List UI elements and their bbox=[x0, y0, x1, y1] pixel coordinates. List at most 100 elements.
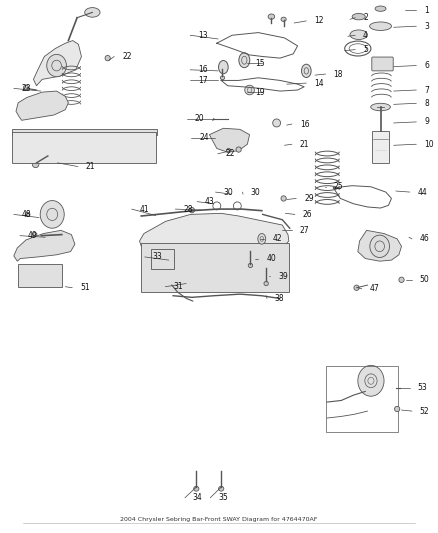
Text: 30: 30 bbox=[223, 188, 233, 197]
Polygon shape bbox=[209, 128, 250, 152]
Text: 52: 52 bbox=[420, 407, 430, 416]
Text: 7: 7 bbox=[424, 85, 429, 94]
Text: 25: 25 bbox=[333, 182, 343, 191]
Ellipse shape bbox=[219, 61, 228, 74]
Bar bbox=[18, 264, 62, 287]
Ellipse shape bbox=[268, 14, 275, 19]
Ellipse shape bbox=[236, 147, 241, 152]
Text: 1: 1 bbox=[424, 6, 429, 15]
Text: 8: 8 bbox=[424, 99, 429, 108]
Text: 50: 50 bbox=[420, 275, 430, 284]
Text: 24: 24 bbox=[199, 133, 209, 142]
Text: 51: 51 bbox=[80, 283, 90, 292]
Text: 44: 44 bbox=[418, 188, 427, 197]
Text: 42: 42 bbox=[272, 235, 282, 244]
Ellipse shape bbox=[281, 17, 286, 21]
Ellipse shape bbox=[239, 53, 250, 68]
Ellipse shape bbox=[189, 207, 194, 213]
Ellipse shape bbox=[47, 54, 67, 77]
Ellipse shape bbox=[226, 149, 231, 153]
Ellipse shape bbox=[281, 196, 286, 201]
Text: 39: 39 bbox=[278, 272, 288, 280]
Text: 49: 49 bbox=[28, 231, 38, 240]
Text: 16: 16 bbox=[198, 66, 208, 74]
Ellipse shape bbox=[32, 161, 39, 167]
Text: 17: 17 bbox=[198, 76, 208, 85]
Text: 22: 22 bbox=[122, 52, 131, 61]
Text: 21: 21 bbox=[300, 140, 309, 149]
Text: 34: 34 bbox=[193, 493, 202, 502]
Text: 35: 35 bbox=[218, 493, 228, 502]
FancyBboxPatch shape bbox=[372, 57, 393, 71]
Ellipse shape bbox=[248, 263, 253, 268]
Polygon shape bbox=[16, 91, 68, 120]
Ellipse shape bbox=[399, 277, 404, 282]
Text: 38: 38 bbox=[275, 294, 285, 303]
Text: 5: 5 bbox=[363, 45, 368, 54]
Text: 15: 15 bbox=[255, 59, 265, 68]
Ellipse shape bbox=[85, 7, 100, 17]
Ellipse shape bbox=[350, 30, 367, 39]
Text: 19: 19 bbox=[255, 87, 265, 96]
Ellipse shape bbox=[105, 55, 110, 61]
Text: 27: 27 bbox=[300, 226, 309, 235]
Text: 18: 18 bbox=[333, 70, 343, 78]
Ellipse shape bbox=[352, 13, 365, 20]
Ellipse shape bbox=[358, 366, 384, 396]
Ellipse shape bbox=[40, 200, 64, 228]
Text: 33: 33 bbox=[152, 253, 162, 261]
Bar bbox=[372, 131, 389, 163]
Text: 2004 Chrysler Sebring Bar-Front SWAY Diagram for 4764470AF: 2004 Chrysler Sebring Bar-Front SWAY Dia… bbox=[120, 516, 318, 521]
Ellipse shape bbox=[375, 6, 386, 11]
Text: 53: 53 bbox=[418, 383, 427, 392]
Ellipse shape bbox=[370, 22, 392, 30]
Text: 30: 30 bbox=[251, 188, 260, 197]
Ellipse shape bbox=[220, 76, 225, 79]
Ellipse shape bbox=[32, 232, 37, 237]
Polygon shape bbox=[358, 230, 402, 261]
Ellipse shape bbox=[219, 486, 224, 491]
Text: 21: 21 bbox=[86, 162, 95, 171]
Text: 10: 10 bbox=[424, 140, 434, 149]
Text: 28: 28 bbox=[183, 205, 193, 214]
Ellipse shape bbox=[25, 212, 30, 216]
FancyBboxPatch shape bbox=[12, 132, 155, 163]
Text: 26: 26 bbox=[303, 210, 312, 219]
Text: 23: 23 bbox=[21, 84, 31, 93]
Polygon shape bbox=[33, 41, 81, 86]
Text: 14: 14 bbox=[314, 78, 324, 87]
Ellipse shape bbox=[23, 85, 28, 91]
Polygon shape bbox=[14, 230, 75, 261]
Text: 2: 2 bbox=[363, 13, 368, 22]
Text: 4: 4 bbox=[363, 31, 368, 40]
Ellipse shape bbox=[258, 233, 266, 244]
Text: 16: 16 bbox=[300, 119, 309, 128]
Ellipse shape bbox=[264, 281, 268, 286]
FancyBboxPatch shape bbox=[141, 243, 289, 292]
Text: 43: 43 bbox=[205, 197, 215, 206]
Ellipse shape bbox=[273, 119, 281, 127]
Text: 47: 47 bbox=[370, 284, 379, 293]
Text: 31: 31 bbox=[173, 282, 183, 291]
Text: 20: 20 bbox=[195, 114, 205, 123]
Ellipse shape bbox=[301, 64, 311, 77]
Text: 41: 41 bbox=[140, 205, 149, 214]
Ellipse shape bbox=[370, 235, 389, 257]
Text: 29: 29 bbox=[304, 194, 314, 203]
Text: 9: 9 bbox=[424, 117, 429, 126]
Ellipse shape bbox=[245, 85, 254, 95]
Text: 12: 12 bbox=[314, 17, 324, 26]
Text: 48: 48 bbox=[21, 210, 31, 219]
Ellipse shape bbox=[194, 486, 199, 491]
Ellipse shape bbox=[371, 103, 390, 111]
Text: 3: 3 bbox=[424, 22, 429, 31]
Polygon shape bbox=[140, 213, 289, 246]
Text: 22: 22 bbox=[226, 149, 235, 158]
Text: 6: 6 bbox=[424, 61, 429, 70]
Text: 13: 13 bbox=[198, 31, 208, 40]
Bar bbox=[151, 249, 174, 269]
Text: 46: 46 bbox=[420, 235, 430, 244]
Ellipse shape bbox=[395, 406, 400, 411]
Text: 40: 40 bbox=[266, 254, 276, 263]
Polygon shape bbox=[12, 130, 157, 135]
